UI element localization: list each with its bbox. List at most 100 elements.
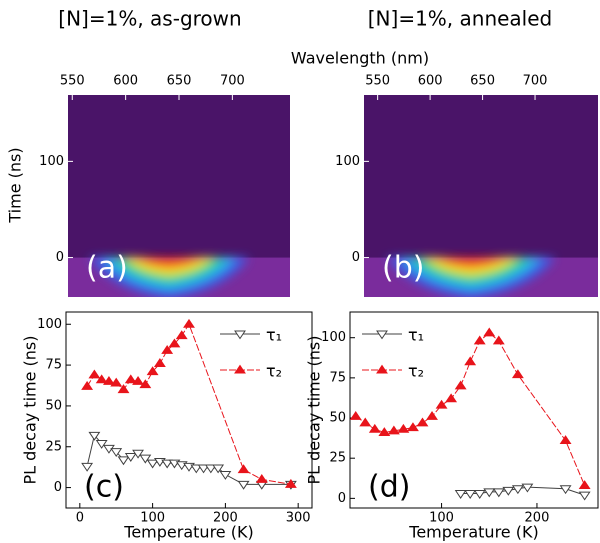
marker: [110, 377, 123, 387]
marker: [161, 344, 174, 354]
image-dark-region: [364, 95, 598, 258]
marker: [387, 425, 400, 435]
x-tick-label: 700: [523, 74, 548, 89]
marker: [95, 374, 108, 384]
x-axis-label: Wavelength (nm): [291, 49, 429, 68]
legend-marker: [376, 330, 388, 340]
streak-layer: [142, 257, 196, 265]
marker: [146, 459, 159, 469]
legend-marker: [376, 364, 388, 374]
y-tick-label: 100: [37, 317, 62, 332]
series-line: [355, 332, 586, 486]
marker: [88, 431, 101, 441]
marker: [219, 471, 232, 480]
marker: [183, 318, 195, 328]
legend-label: τ₂: [408, 362, 424, 381]
marker: [473, 490, 486, 499]
y-tick-label: 0: [352, 250, 360, 265]
marker: [578, 491, 591, 501]
x-tick-label: 650: [470, 74, 495, 89]
streak: [89, 257, 249, 297]
marker: [81, 462, 94, 472]
x-tick-label: 600: [113, 74, 138, 89]
y-tick-label: 0: [338, 491, 346, 506]
y-tick-label: 25: [45, 439, 62, 454]
marker: [175, 330, 188, 340]
y-tick-label: 50: [329, 411, 346, 426]
marker: [168, 338, 181, 348]
marker: [237, 480, 250, 490]
marker: [521, 483, 534, 493]
marker: [117, 456, 130, 466]
x-tick-label: 550: [365, 74, 390, 89]
marker: [161, 459, 174, 469]
marker: [454, 380, 467, 390]
marker: [139, 379, 152, 389]
marker: [237, 464, 250, 474]
streak-layer: [442, 257, 500, 265]
marker: [368, 423, 381, 433]
legend-marker: [234, 330, 246, 340]
marker: [578, 480, 591, 490]
panel-title: [N]=1%, annealed: [368, 7, 553, 31]
x-tick-label: 300: [286, 511, 311, 526]
marker: [132, 449, 144, 459]
marker: [132, 376, 144, 385]
marker: [255, 474, 268, 483]
marker: [397, 423, 410, 433]
marker: [124, 453, 137, 462]
panel-label: (b): [382, 251, 424, 286]
x-axis-label: Temperature (K): [123, 523, 253, 542]
marker: [454, 490, 467, 499]
marker: [464, 490, 477, 499]
marker: [117, 384, 130, 394]
marker: [445, 393, 458, 403]
marker: [81, 380, 94, 390]
marker: [464, 356, 477, 366]
streak-image: [364, 95, 598, 297]
marker: [204, 464, 217, 474]
marker: [124, 374, 137, 384]
legend-label: τ₁: [408, 326, 424, 345]
y-tick-label: 75: [329, 370, 346, 385]
y-tick-label: 0: [56, 250, 64, 265]
series-line: [86, 323, 291, 485]
y-axis-label: Time (ns): [6, 147, 25, 223]
marker: [139, 454, 152, 464]
marker: [435, 399, 448, 409]
marker: [284, 478, 297, 488]
x-tick-label: 200: [213, 511, 238, 526]
marker: [88, 369, 101, 379]
marker: [378, 427, 391, 436]
marker: [502, 486, 515, 496]
x-tick-label: 100: [140, 511, 165, 526]
x-tick-label: 650: [167, 74, 192, 89]
y-axis-label: PL decay time (ns): [305, 336, 324, 485]
marker: [153, 358, 166, 367]
y-tick-label: 100: [321, 330, 346, 345]
panel-label: (a): [86, 251, 128, 286]
marker: [103, 376, 115, 385]
x-tick-label: 550: [60, 74, 85, 89]
legend-marker: [234, 364, 246, 374]
y-tick-label: 100: [335, 154, 360, 169]
marker: [559, 435, 572, 445]
y-tick-label: 25: [329, 451, 346, 466]
marker: [492, 488, 505, 498]
marker: [359, 417, 372, 427]
marker: [426, 411, 438, 420]
x-tick-label: 100: [429, 511, 454, 526]
plot-frame: [349, 311, 599, 509]
image-dark-region: [68, 95, 290, 258]
y-axis-label: PL decay time (ns): [21, 336, 40, 485]
series-line: [460, 486, 585, 496]
x-tick-label: 700: [220, 74, 245, 89]
x-tick-label: 0: [76, 511, 84, 526]
marker: [349, 411, 362, 420]
y-tick-label: 75: [45, 358, 62, 373]
marker: [212, 464, 225, 474]
marker: [190, 464, 203, 474]
marker: [511, 485, 524, 495]
marker: [473, 335, 486, 345]
